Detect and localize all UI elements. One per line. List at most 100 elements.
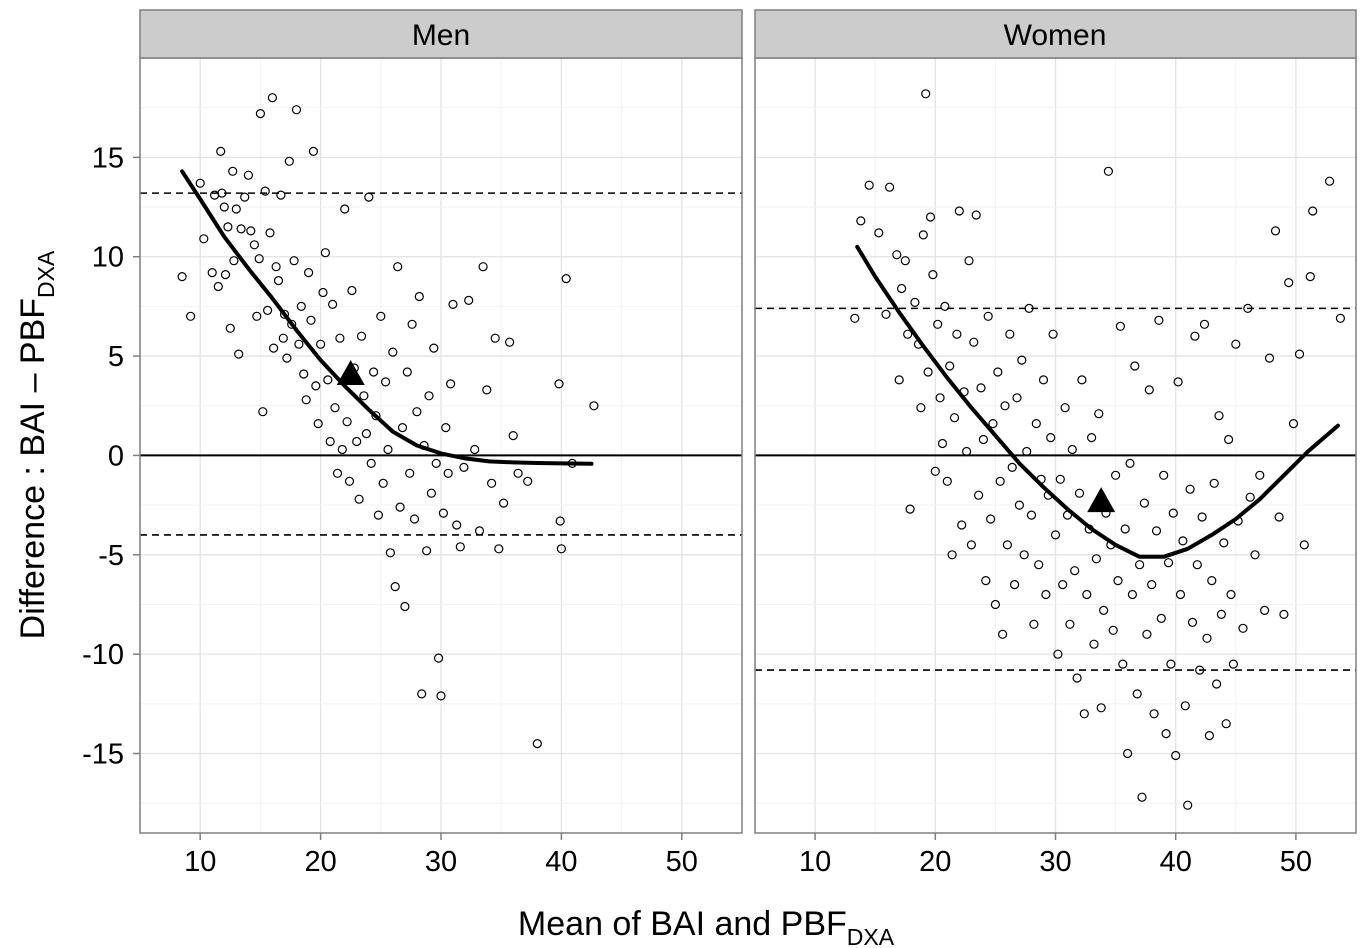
data-point [1086, 433, 1097, 443]
data-point [1005, 329, 1015, 339]
data-point [282, 353, 292, 363]
points-women [850, 89, 1346, 810]
data-point [930, 466, 940, 476]
data-point [952, 329, 962, 339]
data-point [961, 446, 972, 457]
data-point [1115, 321, 1126, 331]
data-point [422, 546, 432, 556]
data-point [556, 544, 567, 554]
data-point [1288, 419, 1299, 429]
x-axis-title-main: Mean of BAI and PBF [518, 905, 847, 943]
data-point [1197, 512, 1207, 522]
data-point [940, 301, 950, 311]
data-point [340, 204, 350, 214]
data-point [276, 190, 286, 200]
data-point [1211, 679, 1222, 689]
data-point [229, 256, 239, 266]
data-point [561, 274, 571, 284]
data-point [446, 379, 456, 389]
data-point [1178, 536, 1188, 546]
data-point [225, 323, 235, 333]
data-point [966, 540, 977, 550]
data-point [260, 186, 270, 196]
data-point [474, 526, 485, 536]
data-point [1202, 633, 1212, 643]
data-point [921, 89, 931, 99]
data-point [969, 337, 979, 347]
data-point [995, 476, 1005, 486]
data-point [864, 180, 874, 190]
data-point [964, 256, 974, 266]
data-point [417, 689, 427, 699]
data-point [273, 276, 284, 286]
data-point [884, 182, 895, 192]
data-point [231, 204, 241, 214]
data-point [289, 256, 299, 266]
data-point [850, 313, 860, 323]
data-point [1120, 524, 1130, 534]
data-point [1108, 625, 1118, 635]
data-point [487, 478, 497, 488]
data-point [318, 287, 328, 298]
data-point [217, 188, 227, 198]
data-point [1324, 176, 1335, 186]
data-point [1127, 589, 1138, 600]
y-tick-label: 10 [92, 242, 124, 274]
data-point [356, 331, 367, 341]
data-point [373, 510, 383, 520]
data-point [1031, 419, 1041, 429]
data-point [947, 550, 957, 560]
data-point [1284, 278, 1294, 288]
data-point [900, 256, 910, 266]
data-point [361, 429, 371, 439]
data-point [1132, 689, 1142, 699]
data-point [284, 156, 294, 166]
data-point [228, 166, 238, 176]
data-point [1151, 526, 1162, 536]
data-point [278, 333, 288, 343]
data-point [223, 222, 233, 232]
data-point [1255, 470, 1265, 480]
points-men [177, 93, 599, 749]
data-point [294, 339, 304, 349]
data-point [1161, 728, 1171, 739]
data-point [1029, 619, 1039, 629]
data-point [1305, 272, 1315, 282]
data-point [342, 417, 352, 427]
data-point [364, 192, 374, 202]
data-point [957, 520, 967, 530]
data-point [1009, 579, 1020, 590]
data-point [1308, 206, 1318, 216]
data-point [1041, 589, 1051, 600]
data-point [1058, 579, 1068, 590]
data-point [1072, 673, 1082, 683]
data-point [470, 444, 480, 455]
data-point [177, 272, 187, 282]
data-point [1294, 349, 1305, 359]
data-point [1110, 470, 1121, 480]
data-point [1279, 609, 1289, 620]
data-point [316, 339, 326, 349]
data-point [1192, 560, 1202, 570]
data-point [1091, 554, 1102, 564]
data-point [990, 599, 1001, 610]
data-point [1137, 792, 1147, 802]
data-point [216, 146, 226, 156]
data-point [971, 210, 981, 220]
data-point [455, 542, 465, 552]
data-point [1221, 719, 1231, 729]
data-point [407, 319, 417, 329]
data-point [395, 502, 405, 512]
data-point [236, 224, 246, 234]
data-point [881, 309, 891, 319]
x-tick-label: 20 [919, 846, 951, 878]
data-point [905, 504, 915, 514]
data-point [249, 240, 259, 250]
data-point [1245, 492, 1255, 502]
data-point [555, 516, 565, 526]
data-point [337, 444, 347, 455]
data-point [1259, 605, 1270, 616]
data-point [1122, 748, 1133, 759]
data-point [299, 369, 309, 379]
mean-triangle [336, 359, 365, 385]
